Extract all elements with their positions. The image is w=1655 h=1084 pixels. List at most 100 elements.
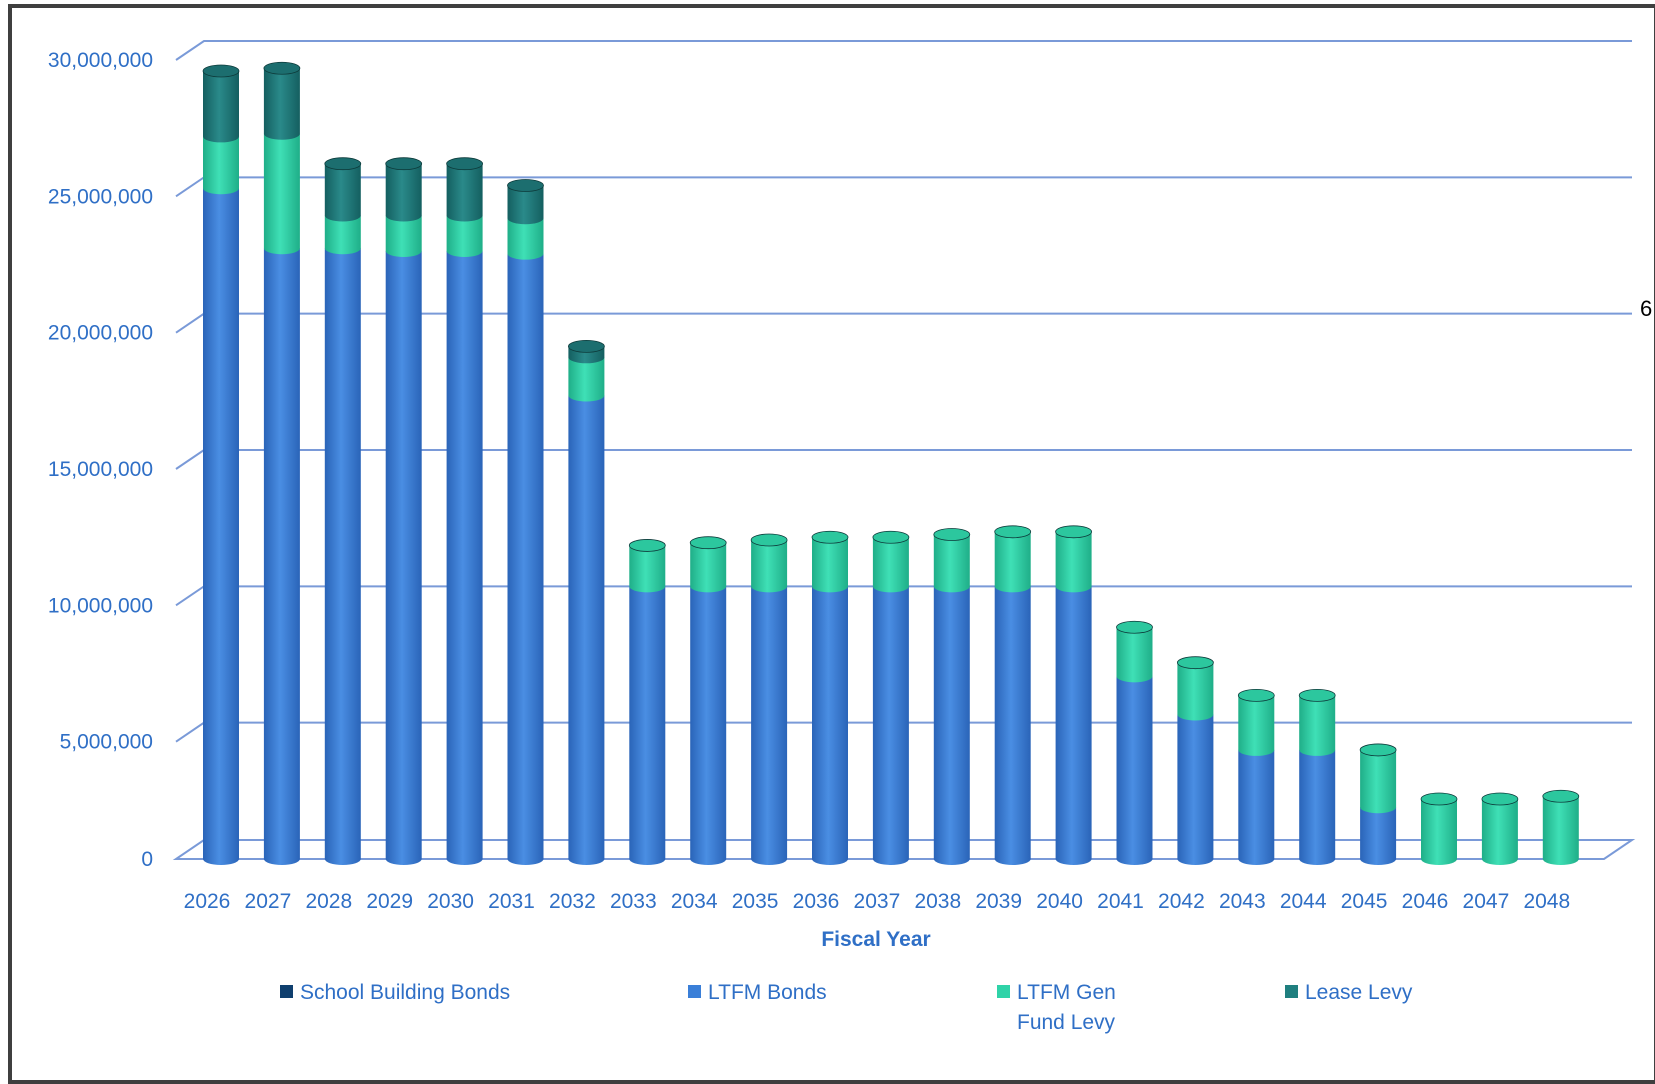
bar-segment-lease-levy-2027 xyxy=(263,68,300,140)
y-tick-label: 5,000,000 xyxy=(60,731,153,754)
bar-cap-2027 xyxy=(263,61,301,75)
legend-label: Lease Levy xyxy=(1305,981,1413,1004)
bar-2035 xyxy=(750,533,788,865)
bar-segment-ltfm-bonds-2045 xyxy=(1360,807,1397,865)
y-tick-label: 30,000,000 xyxy=(48,49,153,72)
bar-cap-2038 xyxy=(933,528,971,541)
x-tick-label: 2029 xyxy=(366,890,413,913)
bar-segment-ltfm-gen-fund-levy-2048 xyxy=(1542,796,1579,865)
bar-segment-ltfm-bonds-2031 xyxy=(507,253,544,865)
legend-swatch xyxy=(280,985,293,998)
bar-cap-2039 xyxy=(994,525,1032,539)
bar-2042 xyxy=(1177,656,1214,865)
bar-cap-2035 xyxy=(750,533,788,547)
bar-segment-ltfm-gen-fund-levy-2031 xyxy=(507,218,544,260)
bar-segment-ltfm-gen-fund-levy-2035 xyxy=(751,539,788,593)
bar-segment-ltfm-bonds-2041 xyxy=(1116,676,1153,865)
x-tick-label: 2033 xyxy=(610,890,657,913)
x-tick-label: 2045 xyxy=(1341,890,1388,913)
bar-2038 xyxy=(933,528,971,865)
bar-segment-ltfm-bonds-2029 xyxy=(385,250,422,865)
bar-2040 xyxy=(1055,525,1092,865)
bar-segment-lease-levy-2031 xyxy=(507,185,544,225)
x-tick-label: 2042 xyxy=(1158,890,1205,913)
bar-segment-ltfm-bonds-2040 xyxy=(1055,586,1092,865)
bar-2046 xyxy=(1420,792,1458,865)
bar-2034 xyxy=(689,536,727,865)
bar-cap-2032 xyxy=(568,339,605,353)
y-tick-label: 10,000,000 xyxy=(48,594,153,617)
bar-segment-ltfm-gen-fund-levy-2026 xyxy=(203,136,239,195)
bar-segment-ltfm-gen-fund-levy-2029 xyxy=(385,215,422,257)
bar-2041 xyxy=(1116,620,1153,865)
bar-segment-ltfm-bonds-2043 xyxy=(1238,749,1275,865)
x-tick-label: 2039 xyxy=(975,890,1022,913)
bar-segment-ltfm-bonds-2028 xyxy=(324,248,361,865)
legend-swatch xyxy=(997,985,1010,998)
legend-item-2: LTFM Gen Fund Levy xyxy=(997,981,1116,1034)
gridline xyxy=(175,40,1632,61)
bar-segment-ltfm-bonds-2042 xyxy=(1177,714,1214,865)
bar-segment-ltfm-gen-fund-levy-2030 xyxy=(446,215,483,257)
x-tick-label: 2038 xyxy=(914,890,961,913)
bar-cap-2044 xyxy=(1298,689,1336,702)
bar-segment-ltfm-bonds-2037 xyxy=(872,586,909,865)
bar-segment-ltfm-bonds-2034 xyxy=(690,586,727,865)
x-tick-label: 2031 xyxy=(488,890,535,913)
x-tick-label: 2037 xyxy=(854,890,901,913)
bar-segment-ltfm-gen-fund-levy-2036 xyxy=(812,537,848,593)
bar-2048 xyxy=(1542,789,1580,865)
legend-item-1: LTFM Bonds xyxy=(688,981,827,1004)
bar-segment-ltfm-bonds-2035 xyxy=(751,586,788,865)
legend-label: LTFM Bonds xyxy=(708,981,827,1004)
bar-cap-2037 xyxy=(872,530,910,544)
x-tick-label: 2035 xyxy=(732,890,779,913)
y-tick-label: 20,000,000 xyxy=(48,322,153,345)
bar-2039 xyxy=(994,525,1032,865)
bar-segment-ltfm-bonds-2036 xyxy=(812,586,848,865)
bar-segment-ltfm-gen-fund-levy-2034 xyxy=(690,542,727,593)
bar-segment-ltfm-gen-fund-levy-2039 xyxy=(994,531,1031,593)
bar-2031 xyxy=(507,179,544,865)
x-axis-title: Fiscal Year xyxy=(821,928,930,951)
bar-cap-2034 xyxy=(689,536,727,550)
legend-item-3: Lease Levy xyxy=(1285,981,1413,1004)
bar-segment-ltfm-gen-fund-levy-2042 xyxy=(1177,662,1214,721)
bars xyxy=(202,61,1580,866)
page-number-fragment: 6 xyxy=(1640,296,1652,321)
x-tick-label: 2043 xyxy=(1219,890,1266,913)
x-tick-label: 2028 xyxy=(305,890,352,913)
x-tick-label: 2044 xyxy=(1280,890,1327,913)
bar-cap-2031 xyxy=(507,179,544,192)
y-tick-label: 25,000,000 xyxy=(48,185,153,208)
x-tick-label: 2048 xyxy=(1523,890,1570,913)
x-tick-label: 2030 xyxy=(427,890,474,913)
bar-2047 xyxy=(1481,792,1519,865)
bar-2045 xyxy=(1359,743,1397,865)
bar-segment-ltfm-bonds-2032 xyxy=(568,395,605,865)
x-tick-label: 2026 xyxy=(184,890,231,913)
x-tick-label: 2046 xyxy=(1402,890,1449,913)
legend-swatch xyxy=(1285,985,1298,998)
bar-segment-lease-levy-2029 xyxy=(385,163,422,222)
bar-segment-ltfm-bonds-2030 xyxy=(446,250,483,865)
bar-segment-ltfm-gen-fund-levy-2047 xyxy=(1481,799,1518,865)
bar-2032 xyxy=(568,339,605,865)
x-tick-label: 2040 xyxy=(1036,890,1083,913)
legend-label: LTFM Gen Fund Levy xyxy=(1017,981,1116,1034)
bar-segment-ltfm-gen-fund-levy-2037 xyxy=(872,537,909,593)
bar-cap-2030 xyxy=(446,157,484,171)
bar-2028 xyxy=(324,157,362,865)
bar-cap-2042 xyxy=(1177,656,1214,670)
bar-cap-2036 xyxy=(811,530,849,544)
bar-2029 xyxy=(385,157,423,865)
bar-cap-2048 xyxy=(1542,789,1580,803)
bar-cap-2029 xyxy=(385,157,423,171)
y-tick-label: 15,000,000 xyxy=(48,458,153,481)
bar-segment-ltfm-gen-fund-levy-2043 xyxy=(1238,695,1275,756)
bar-segment-ltfm-gen-fund-levy-2032 xyxy=(568,357,605,402)
bar-segment-ltfm-bonds-2027 xyxy=(263,248,300,865)
bar-segment-ltfm-gen-fund-levy-2033 xyxy=(629,545,666,593)
bar-segment-ltfm-gen-fund-levy-2040 xyxy=(1055,531,1092,593)
bar-2043 xyxy=(1237,689,1275,865)
